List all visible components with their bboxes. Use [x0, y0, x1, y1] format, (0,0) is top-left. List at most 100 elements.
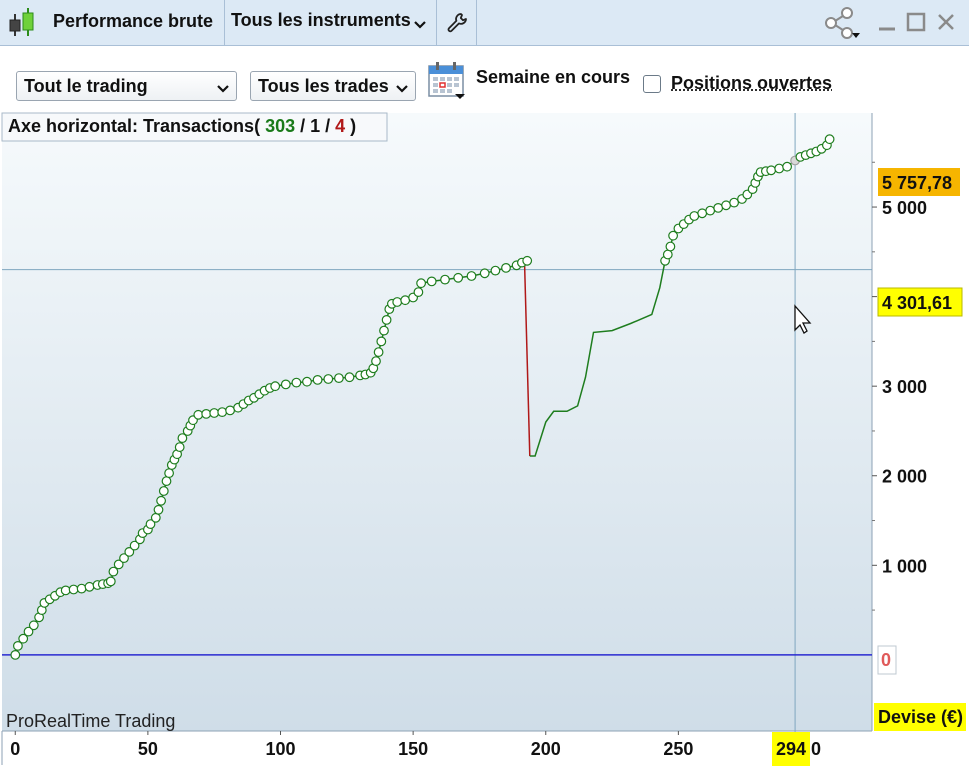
window-title: Performance brute	[53, 11, 214, 31]
currency-badge: Devise (€)	[874, 703, 966, 731]
header-sep-1: /	[295, 116, 310, 136]
equity-chart[interactable]: 1 000 2 000 3 000 4 0 0 0 5 000 0 50 100 150 200 25…	[0, 110, 969, 768]
instruments-dropdown[interactable]: Tous les instruments	[225, 0, 437, 46]
data-point	[124, 547, 135, 557]
chart-header-text: Axe horizontal: Transactions( 303 / 1 / …	[8, 116, 356, 136]
data-point	[766, 165, 777, 176]
data-point	[522, 255, 533, 266]
period-label: Semaine en cours	[476, 67, 631, 87]
data-point	[774, 163, 785, 174]
data-point	[466, 271, 477, 281]
data-point	[177, 433, 188, 444]
data-point	[312, 375, 323, 385]
crosshair-value-badge-bg	[877, 287, 963, 317]
axis-mode-label: Axe horizontal: Transactions	[8, 116, 254, 136]
data-point	[729, 197, 739, 208]
data-point	[291, 377, 302, 388]
series-line	[529, 260, 666, 457]
maximize-icon	[906, 12, 926, 32]
last-value-badge-bg	[878, 168, 960, 196]
y-tick-label: 5 000	[882, 198, 927, 218]
crosshair-x-text: 294	[776, 739, 806, 759]
data-point	[161, 476, 172, 487]
data-point	[84, 581, 95, 592]
minimize-button[interactable]	[873, 8, 901, 36]
watermark: ProRealTime Trading	[6, 711, 175, 731]
data-point	[23, 626, 34, 637]
series-line	[523, 260, 531, 457]
x-axis-ticks: 0 50 100 150 200 250	[10, 731, 693, 759]
x-tick-label: 50	[138, 739, 158, 759]
mouse-cursor-icon	[794, 304, 812, 334]
minimize-icon	[879, 27, 895, 31]
filter-toolbar: Tout le trading Tous les trades Semaine …	[0, 46, 969, 110]
close-button[interactable]	[932, 8, 960, 36]
wrench-icon	[446, 11, 470, 40]
equity-series	[10, 134, 835, 660]
data-point	[145, 519, 156, 529]
losses-count: 4	[335, 116, 345, 136]
data-point	[225, 405, 236, 416]
close-icon	[938, 14, 954, 30]
data-point	[662, 249, 673, 260]
data-point	[158, 486, 169, 496]
data-point	[453, 272, 464, 283]
open-positions-checkbox[interactable]	[643, 75, 661, 93]
zero-badge-text: 0	[881, 650, 891, 670]
data-point	[12, 641, 23, 651]
equity-chart-svg[interactable]: 1 000 2 000 3 000 4 0 0 0 5 000 0 50 100 150 200 25…	[0, 110, 969, 768]
currency-label: Devise (€)	[878, 707, 963, 727]
x-tick-label: 200	[531, 739, 561, 759]
share-icon	[825, 7, 860, 39]
trades-filter-value: Tous les trades	[258, 75, 389, 96]
header-open-paren: (	[254, 116, 265, 136]
crosshair-value-text: 4 301,61	[882, 293, 952, 313]
chart-header-box	[1, 112, 388, 142]
data-point	[376, 336, 387, 347]
neutral-count: 1	[310, 116, 320, 136]
y-tick-label: 1 000	[882, 556, 927, 576]
chevron-down-icon	[414, 17, 426, 35]
data-point	[119, 553, 129, 563]
x-tail-label: 0	[811, 739, 821, 759]
share-button[interactable]	[822, 6, 862, 40]
x-tick-label: 250	[663, 739, 693, 759]
trading-filter-select[interactable]: Tout le trading	[16, 71, 237, 101]
data-point	[371, 356, 381, 367]
trading-filter-value: Tout le trading	[24, 75, 148, 96]
plot-area	[2, 113, 872, 731]
x-tick-label: 100	[265, 739, 295, 759]
data-point	[174, 442, 185, 453]
trades-filter-select[interactable]: Tous les trades	[250, 71, 416, 101]
candlestick-icon	[6, 6, 38, 40]
calendar-icon	[428, 62, 465, 99]
data-point	[705, 205, 716, 216]
data-point	[150, 512, 161, 523]
data-point	[413, 287, 424, 298]
x-tick-label: 150	[398, 739, 428, 759]
data-point	[10, 650, 21, 660]
zero-badge: 0	[877, 645, 897, 675]
window-titlebar: Performance brute Tous les instruments	[0, 0, 969, 46]
data-point	[68, 584, 79, 595]
settings-button[interactable]	[437, 0, 477, 46]
data-point	[156, 495, 167, 506]
data-point	[416, 278, 427, 289]
open-positions-label[interactable]: Positions ouvertes	[671, 73, 833, 93]
last-value-text: 5 757,78	[882, 173, 952, 193]
data-point	[108, 566, 119, 577]
y-tick-label: 2 000	[882, 467, 927, 487]
data-point	[18, 633, 29, 644]
data-point	[668, 230, 678, 241]
data-point	[129, 540, 140, 551]
data-point	[379, 325, 389, 336]
zero-badge-bg	[877, 645, 897, 675]
crosshair-x-badge-bg	[772, 732, 810, 766]
data-point	[334, 373, 344, 384]
period-picker-button[interactable]	[427, 60, 469, 100]
chevron-down-icon	[216, 79, 230, 100]
data-point	[713, 202, 724, 213]
chart-header: Axe horizontal: Transactions( 303 / 1 / …	[1, 112, 388, 142]
maximize-button[interactable]	[902, 8, 930, 36]
y-tick-label: 3 000	[882, 377, 927, 397]
